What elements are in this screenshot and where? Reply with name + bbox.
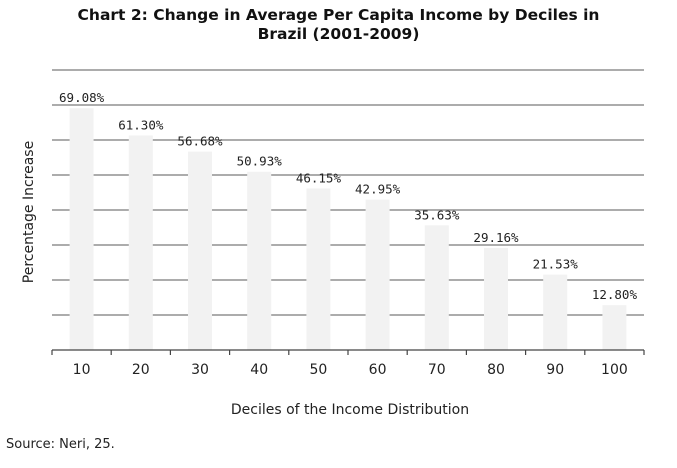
bar — [602, 305, 627, 350]
data-label: 69.08% — [59, 90, 105, 105]
data-label: 21.53% — [533, 257, 579, 272]
x-tick-label: 100 — [601, 362, 628, 378]
bar — [365, 199, 390, 350]
chart-title-line-2: Brazil (2001-2009) — [257, 25, 420, 43]
x-tick-label: 60 — [369, 362, 387, 378]
chart-title: Chart 2: Change in Average Per Capita In… — [0, 6, 677, 44]
bar — [306, 188, 331, 350]
data-label: 35.63% — [414, 207, 460, 222]
data-label: 46.15% — [296, 170, 342, 185]
chart-title-line-1: Chart 2: Change in Average Per Capita In… — [77, 6, 600, 24]
x-tick-label: 30 — [191, 362, 209, 378]
y-axis-title: Percentage Increase — [21, 141, 37, 283]
bar — [424, 225, 449, 350]
data-label: 61.30% — [118, 117, 164, 132]
data-label: 29.16% — [473, 230, 519, 245]
x-tick-label: 50 — [309, 362, 327, 378]
bar — [484, 247, 508, 350]
x-tick-label: 10 — [73, 362, 91, 378]
x-tick-label: 90 — [546, 362, 564, 378]
data-label: 50.93% — [237, 154, 283, 169]
x-axis-title: Deciles of the Income Distribution — [231, 402, 469, 418]
source-note: Source: Neri, 25. — [6, 437, 115, 452]
bar — [543, 274, 568, 350]
bar — [188, 151, 212, 350]
data-label: 42.95% — [355, 182, 401, 197]
data-label: 12.80% — [592, 287, 638, 302]
bar — [128, 135, 153, 350]
data-label: 56.68% — [177, 134, 223, 149]
x-tick-label: 70 — [428, 362, 446, 378]
bar — [69, 108, 94, 350]
bar — [247, 171, 272, 350]
x-tick-label: 40 — [250, 362, 268, 378]
x-tick-label: 20 — [132, 362, 150, 378]
x-tick-label: 80 — [487, 362, 505, 378]
